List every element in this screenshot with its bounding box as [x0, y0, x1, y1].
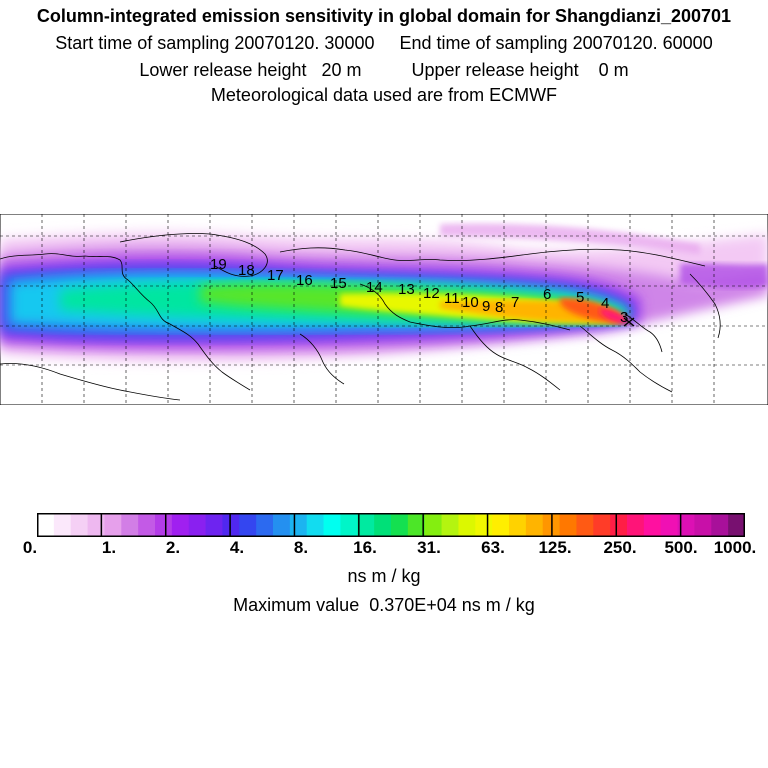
- colorbar-segment: [273, 513, 291, 537]
- colorbar-segment: [171, 513, 190, 537]
- traj-label-4: 4: [601, 295, 609, 312]
- colorbar-segment: [37, 513, 55, 537]
- colorbar-segment: [441, 513, 459, 537]
- traj-label-10: 10: [462, 294, 479, 311]
- colorbar-segment: [424, 513, 442, 537]
- colorbar-segment: [475, 513, 493, 537]
- colorbar-segment: [728, 513, 745, 537]
- colorbar-tick: 63.: [481, 538, 505, 557]
- trajectory-labels: 3 4 5 6 7 8 9 10 11 12 13 14 15 16 17 18…: [210, 256, 628, 326]
- colorbar-segment: [104, 513, 122, 537]
- traj-label-3: 3: [620, 309, 628, 326]
- colorbar-tick: 500.: [664, 538, 698, 557]
- colorbar-segment: [357, 513, 375, 537]
- colorbar-tick: 0.: [22, 538, 38, 557]
- colorbar-tick: 2.: [165, 538, 181, 557]
- graticule: [0, 214, 768, 405]
- colorbar-segment: [188, 513, 206, 537]
- colorbar-segment: [289, 513, 308, 537]
- colorbar-segment: [458, 513, 476, 537]
- colorbar-segment: [559, 513, 577, 537]
- colorbar-segment: [121, 513, 139, 537]
- colorbar-segment: [660, 513, 678, 537]
- colorbar-segment: [138, 513, 156, 537]
- traj-label-5: 5: [576, 289, 584, 306]
- met-data-line: Meteorological data used are from ECMWF: [210, 85, 558, 105]
- colorbar-tick: 125.: [538, 538, 572, 557]
- colorbar-tick: 8.: [293, 538, 309, 557]
- traj-label-19: 19: [210, 256, 227, 273]
- colorbar-segment: [627, 513, 645, 537]
- colorbar-segment: [256, 513, 274, 537]
- colorbar-segment: [677, 513, 695, 537]
- colorbar-segment: [87, 513, 105, 537]
- colorbar-segment: [525, 513, 544, 537]
- receptor-marker: [623, 317, 635, 327]
- traj-label-9: 9: [482, 298, 490, 315]
- colorbar-segment: [694, 513, 712, 537]
- colorbar-segment: [711, 513, 729, 537]
- colorbar-segment: [374, 513, 392, 537]
- plot-title: Column-integrated emission sensitivity i…: [36, 6, 732, 26]
- colorbar-segment: [407, 513, 426, 537]
- colorbar-segment: [205, 513, 223, 537]
- colorbar-segment: [53, 513, 72, 537]
- traj-label-13: 13: [398, 281, 415, 298]
- colorbar-frame: [37, 513, 745, 537]
- colorbar-segment: [593, 513, 611, 537]
- emission-sensitivity-map: 3 4 5 6 7 8 9 10 11 12 13 14 15 16 17 18…: [0, 214, 768, 405]
- colorbar-tick: 250.: [603, 538, 637, 557]
- release-height-line: Lower release height 20 m Upper release …: [139, 60, 629, 80]
- colorbar-segment: [492, 513, 510, 537]
- colorbar: [37, 513, 745, 537]
- colorbar-tick: 16.: [353, 538, 377, 557]
- colorbar-unit-label: ns m / kg: [347, 566, 421, 586]
- traj-label-8: 8: [495, 299, 503, 316]
- colorbar-tick: 1000.: [713, 538, 757, 557]
- traj-label-15: 15: [330, 275, 347, 292]
- colorbar-segment: [576, 513, 594, 537]
- traj-label-16: 16: [296, 272, 313, 289]
- colorbar-tick: 31.: [417, 538, 441, 557]
- traj-label-7: 7: [511, 294, 519, 311]
- colorbar-segment: [340, 513, 358, 537]
- colorbar-segment: [643, 513, 662, 537]
- colorbar-tick: 1.: [101, 538, 117, 557]
- traj-label-18: 18: [238, 262, 255, 279]
- traj-label-11: 11: [444, 290, 460, 307]
- colorbar-segment: [70, 513, 88, 537]
- colorbar-segment: [239, 513, 257, 537]
- colorbar-segment: [222, 513, 240, 537]
- colorbar-segment: [306, 513, 324, 537]
- traj-label-12: 12: [423, 285, 440, 302]
- traj-label-17: 17: [267, 267, 284, 284]
- colorbar-segment: [509, 513, 527, 537]
- colorbar-segment: [155, 513, 173, 537]
- traj-label-14: 14: [366, 279, 383, 296]
- maximum-value-label: Maximum value 0.370E+04 ns m / kg: [233, 595, 535, 615]
- colorbar-tick: 4.: [229, 538, 245, 557]
- sampling-time-line: Start time of sampling 20070120. 30000 E…: [55, 33, 713, 53]
- colorbar-segment: [610, 513, 628, 537]
- colorbar-segment: [391, 513, 409, 537]
- traj-label-6: 6: [543, 286, 551, 303]
- colorbar-segment: [323, 513, 341, 537]
